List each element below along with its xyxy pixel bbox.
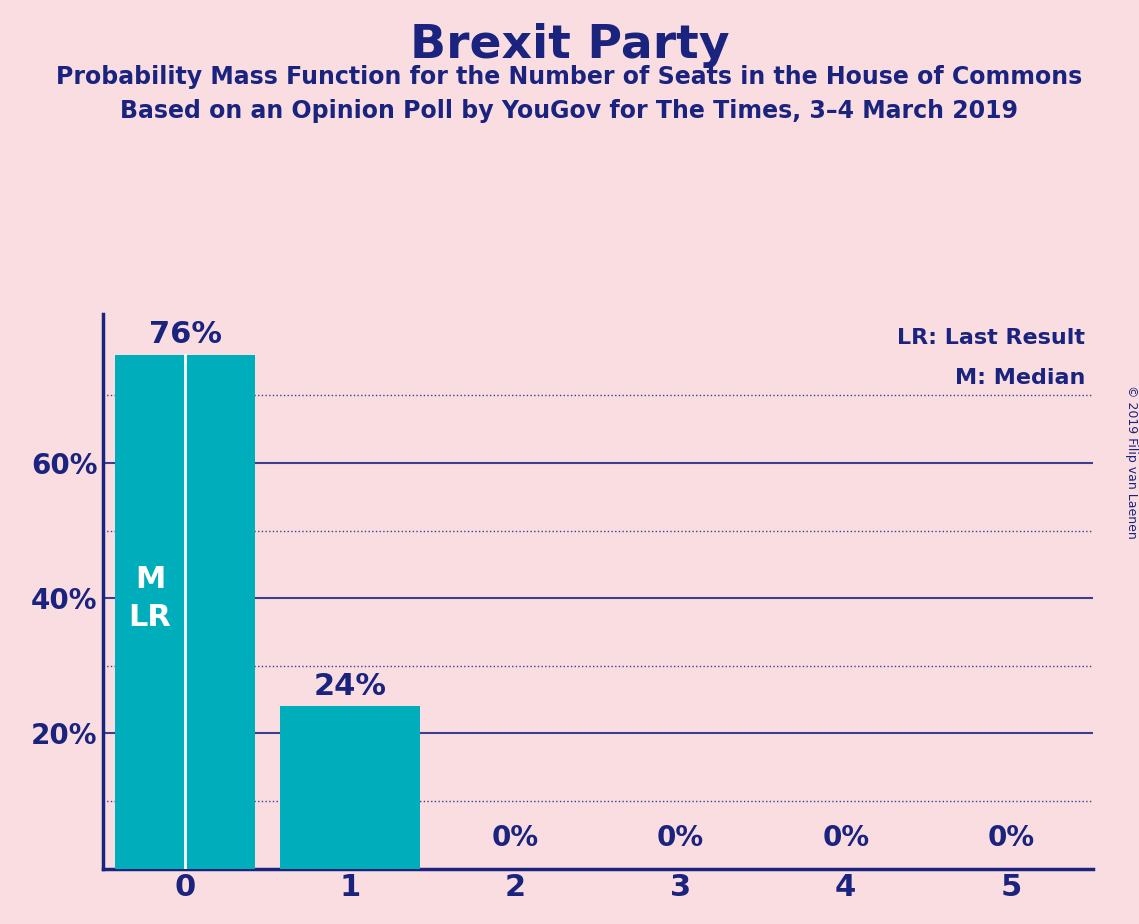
Text: 0%: 0% xyxy=(492,824,539,852)
Text: Brexit Party: Brexit Party xyxy=(410,23,729,68)
Text: Probability Mass Function for the Number of Seats in the House of Commons: Probability Mass Function for the Number… xyxy=(56,65,1083,89)
Text: 76%: 76% xyxy=(148,321,222,349)
Bar xyxy=(115,355,255,869)
Bar xyxy=(280,706,420,869)
Text: Based on an Opinion Poll by YouGov for The Times, 3–4 March 2019: Based on an Opinion Poll by YouGov for T… xyxy=(121,99,1018,123)
Text: 0%: 0% xyxy=(988,824,1034,852)
Text: LR: Last Result: LR: Last Result xyxy=(898,328,1085,347)
Text: 24%: 24% xyxy=(313,672,387,701)
Text: 0%: 0% xyxy=(822,824,869,852)
Text: 0%: 0% xyxy=(657,824,704,852)
Text: M
LR: M LR xyxy=(129,565,172,632)
Text: M: Median: M: Median xyxy=(954,369,1085,388)
Text: © 2019 Filip van Laenen: © 2019 Filip van Laenen xyxy=(1124,385,1138,539)
